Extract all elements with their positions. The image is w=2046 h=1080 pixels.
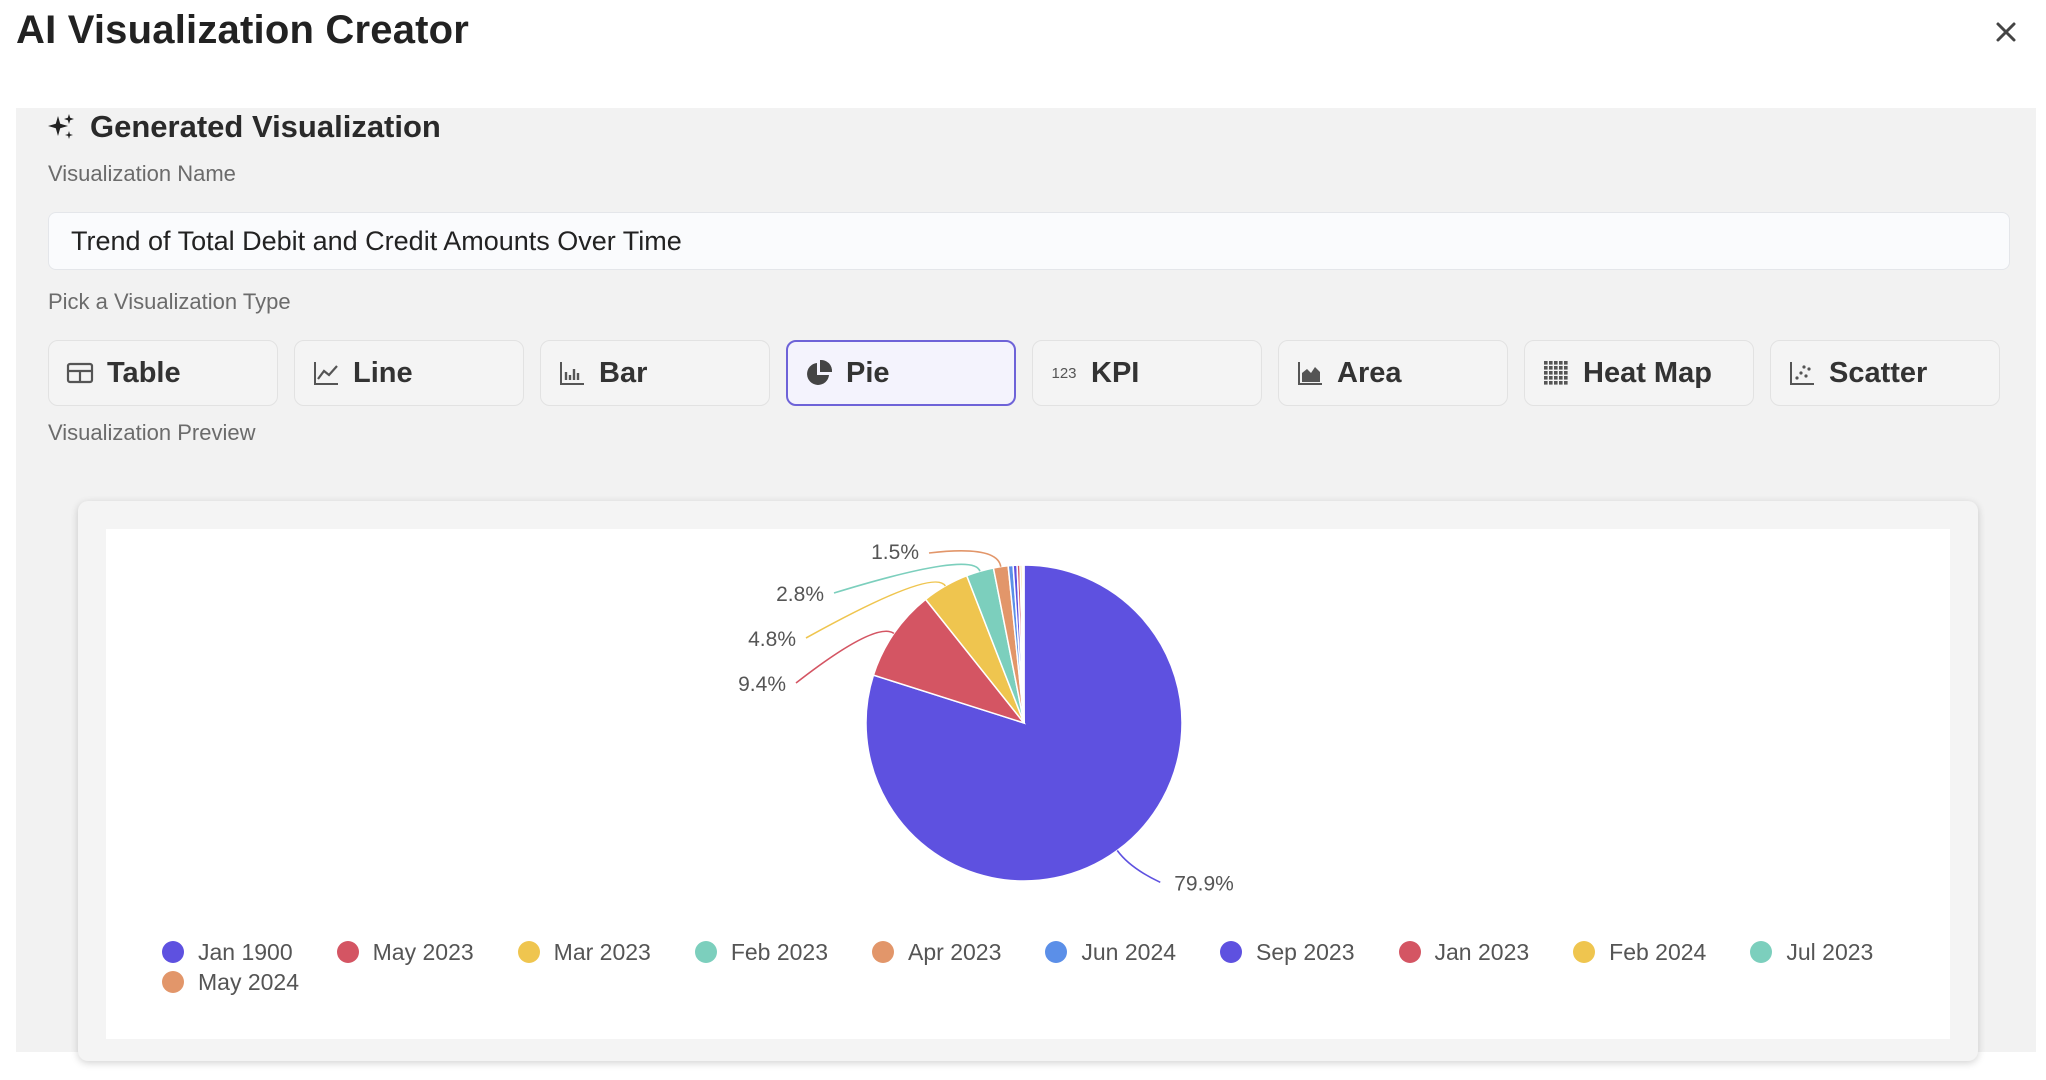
legend-label: Jul 2023	[1786, 938, 1874, 965]
kpi-icon: 123	[1051, 364, 1077, 382]
pie-data-label: 2.8%	[776, 583, 824, 606]
pie-leader-line	[795, 630, 895, 684]
legend-swatch	[336, 941, 359, 963]
close-icon[interactable]	[1988, 14, 2024, 50]
legend-item[interactable]: Sep 2023	[1220, 938, 1355, 965]
legend-label: Mar 2023	[553, 938, 651, 965]
dialog-title: AI Visualization Creator	[16, 8, 470, 52]
scatter-icon	[1787, 358, 1817, 388]
area-chart-icon	[1295, 358, 1325, 388]
legend-item[interactable]: Mar 2023	[517, 938, 651, 965]
pie-leader-line	[805, 581, 946, 639]
section-header: Generated Visualization	[46, 108, 441, 146]
visualization-preview: 79.9% 9.4% 4.8% 2.8% 1.5% Jan 1900 May 2023 Ma…	[78, 501, 1978, 1061]
legend-swatch	[1750, 941, 1773, 963]
legend-item[interactable]: May 2023	[336, 938, 474, 965]
visualization-preview-label: Visualization Preview	[48, 420, 256, 445]
legend-label: Apr 2023	[908, 938, 1002, 965]
legend-label: Jun 2024	[1081, 938, 1177, 965]
legend-label: Sep 2023	[1256, 938, 1355, 965]
legend-swatch	[162, 971, 184, 993]
generated-visualization-panel: Generated Visualization Visualization Na…	[16, 108, 2036, 1061]
type-button-line[interactable]: Line	[294, 340, 524, 406]
legend-label: Feb 2024	[1609, 938, 1707, 965]
legend-swatch	[1398, 941, 1421, 963]
legend-item[interactable]: May 2024	[162, 969, 299, 995]
type-label-heat-map: Heat Map	[1583, 356, 1712, 389]
legend-label: Jan 1900	[198, 938, 293, 965]
type-label-table: Table	[107, 356, 181, 389]
pie-slice-may-2024[interactable]	[1022, 564, 1025, 724]
type-label-line: Line	[353, 356, 413, 389]
legend-item[interactable]: Jul 2023	[1750, 939, 1873, 965]
legend-swatch	[517, 941, 540, 963]
sparkle-icon	[46, 112, 76, 142]
pie-chart-icon	[804, 358, 834, 388]
chart-container: 79.9% 9.4% 4.8% 2.8% 1.5% Jan 1900 May 2023 Ma…	[106, 529, 1950, 1039]
legend-swatch	[694, 941, 717, 963]
type-button-bar[interactable]: Bar	[540, 340, 770, 406]
legend-item[interactable]: Jun 2024	[1045, 939, 1176, 965]
legend-swatch	[872, 941, 895, 963]
pie-data-label: 1.5%	[871, 541, 919, 564]
legend-label: Jan 2023	[1434, 938, 1530, 965]
table-icon	[65, 358, 95, 388]
type-button-scatter[interactable]: Scatter	[1770, 340, 2000, 406]
legend-item[interactable]: Feb 2024	[1573, 939, 1706, 965]
visualization-type-label: Pick a Visualization Type	[48, 289, 291, 314]
type-button-heat-map[interactable]: Heat Map	[1524, 340, 1754, 406]
section-title: Generated Visualization	[90, 109, 441, 144]
legend-label: May 2023	[372, 938, 474, 965]
legend-swatch	[162, 941, 184, 963]
type-button-pie[interactable]: Pie	[786, 340, 1016, 406]
type-button-area[interactable]: Area	[1278, 340, 1508, 406]
legend-swatch	[1573, 941, 1596, 963]
type-button-kpi[interactable]: 123 KPI	[1032, 340, 1262, 406]
type-label-bar: Bar	[599, 356, 648, 389]
chart-legend: Jan 1900 May 2023 Mar 2023 Feb 2023 Apr 2023…	[162, 939, 1922, 995]
type-label-area: Area	[1337, 356, 1402, 389]
legend-swatch	[1045, 941, 1068, 963]
visualization-name-input[interactable]	[48, 212, 2010, 270]
legend-item[interactable]: Jan 2023	[1398, 938, 1530, 965]
type-label-scatter: Scatter	[1829, 356, 1928, 389]
legend-item[interactable]: Feb 2023	[694, 938, 829, 965]
dialog-header: AI Visualization Creator	[0, 0, 2046, 100]
visualization-name-label: Visualization Name	[48, 161, 236, 186]
legend-swatch	[1220, 941, 1243, 963]
pie-leader-line	[1116, 850, 1161, 884]
legend-item[interactable]: Apr 2023	[872, 939, 1001, 965]
line-chart-icon	[311, 358, 341, 388]
type-button-table[interactable]: Table	[48, 340, 278, 406]
type-label-pie: Pie	[846, 356, 890, 389]
pie-leader-line	[833, 563, 981, 594]
legend-item[interactable]: Jan 1900	[162, 939, 293, 965]
pie-slice-may-2023[interactable]	[872, 598, 1027, 725]
pie-data-label: 79.9%	[1174, 872, 1234, 895]
pie-data-label: 4.8%	[748, 628, 796, 651]
visualization-type-picker: Table Line Bar Pie 123 KPI	[48, 340, 2010, 406]
type-label-kpi: KPI	[1091, 356, 1140, 389]
bar-chart-icon	[557, 358, 587, 388]
pie-data-label: 9.4%	[738, 673, 786, 696]
heat-map-icon	[1541, 358, 1571, 388]
legend-label: Feb 2023	[730, 938, 829, 965]
pie-chart: 79.9% 9.4% 4.8% 2.8% 1.5%	[738, 541, 1234, 895]
legend-label: May 2024	[198, 968, 300, 995]
pie-leader-line	[928, 550, 1002, 567]
